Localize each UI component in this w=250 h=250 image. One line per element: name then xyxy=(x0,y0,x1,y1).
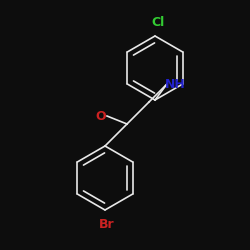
Text: O: O xyxy=(96,110,106,122)
Text: NH: NH xyxy=(164,78,186,90)
Text: Cl: Cl xyxy=(152,16,164,28)
Text: Br: Br xyxy=(99,218,115,230)
